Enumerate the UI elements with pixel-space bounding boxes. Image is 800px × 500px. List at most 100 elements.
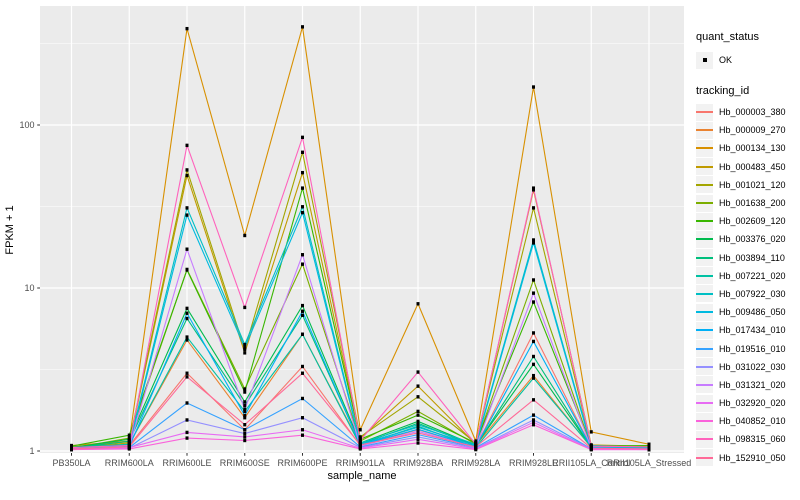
data-point [416,384,420,388]
data-point [474,447,478,452]
series-color-key-icon [696,103,713,121]
data-point [185,335,189,339]
data-point [243,233,247,238]
series-color-key-icon [696,430,713,448]
data-point [127,433,131,437]
series-color-key-icon [696,158,713,176]
legend-item-label: Hb_040852_010 [719,416,786,427]
data-point [243,390,247,394]
data-point [301,303,304,308]
x-tick-label: RRIM928LE [509,458,558,468]
series-color-key-icon [696,139,713,157]
data-point [243,351,247,355]
series-color-key-icon [696,176,713,194]
legend-item-label: Hb_152910_050 [719,452,786,463]
data-point [532,413,535,417]
data-point [416,431,420,435]
data-point [301,135,304,140]
x-tick-label: RRII105LA_Control [552,458,630,468]
y-axis-title: FPKM + 1 [4,205,16,254]
data-point [185,316,189,321]
data-point [416,427,420,431]
legend-item-label: Hb_000009_270 [719,125,786,136]
data-point [243,387,247,391]
series-color-key-icon [696,194,713,212]
legend-item: Hb_007922_030 [696,285,800,303]
data-point [589,444,593,448]
x-tick-label: RRIM928LA [451,458,500,468]
x-tick-label: RRIM901LA [336,458,385,468]
series-color-key-icon [696,376,713,394]
data-point [416,425,420,429]
data-point [127,439,131,443]
legend-title-tracking-id: tracking_id [696,85,750,97]
series-color-key-icon [696,267,713,285]
data-point [301,396,304,401]
x-tick-label: RRIM928BA [393,458,443,468]
data-point [416,422,420,427]
series-color-key-icon [696,321,713,339]
data-point [301,205,304,209]
legend-item-label: Hb_017434_010 [719,325,786,336]
data-point [416,419,420,424]
data-point [301,186,304,190]
series-color-key-icon [696,249,713,267]
data-point [647,447,651,451]
data-point [185,338,189,342]
series-color-key-icon [696,121,713,139]
data-point [358,443,362,447]
data-point [416,409,420,414]
data-point [474,439,478,443]
data-point [532,300,535,304]
data-point [474,442,478,446]
data-point [185,436,189,440]
data-point [185,206,189,210]
series-color-key-icon [696,358,713,376]
data-point [243,342,247,347]
data-point [185,268,189,272]
legend-item: Hb_003376_020 [696,230,800,248]
legend-item-label: Hb_003376_020 [719,234,786,245]
legend-item-label: Hb_000134_130 [719,143,786,154]
data-point [358,435,362,439]
data-point [647,445,651,449]
legend-item-label: Hb_032920_020 [719,398,786,409]
y-tick-label: 100 [19,120,34,130]
legend-item: Hb_000009_270 [696,121,800,139]
legend-item-label: Hb_000003_380 [719,107,786,118]
data-point [243,346,247,350]
data-point [243,416,247,420]
legend-item: Hb_019516_010 [696,339,800,358]
data-point [301,428,304,432]
data-point [301,332,304,336]
tracking-id-legend-items: Hb_000003_380 Hb_000009_270 Hb_000134_130 H… [696,103,800,467]
data-point [243,305,247,310]
data-point [185,143,189,148]
data-point [532,339,535,344]
data-point [532,398,535,402]
y-tick-label: 10 [24,283,34,293]
legend-item: Hb_000003_380 [696,103,800,121]
data-point [185,418,189,422]
data-point [532,354,535,359]
data-point [532,206,535,210]
data-point [243,431,247,436]
data-point [532,241,535,245]
series-color-key-icon [696,449,713,467]
data-point [185,401,189,405]
data-point [474,445,478,449]
data-point [532,85,535,89]
series-color-key-icon [696,212,713,230]
x-tick-label: RRIM600LE [162,458,211,468]
data-point [416,395,420,399]
series-color-key-icon [696,412,713,430]
data-point [358,438,362,443]
data-point [532,422,535,427]
legend-item: Hb_152910_050 [696,449,800,467]
data-point [532,420,535,424]
data-point [589,430,593,434]
legend-item-label: Hb_098315_060 [719,434,786,445]
data-point [301,309,304,313]
data-point [416,302,420,306]
data-point [532,376,535,380]
